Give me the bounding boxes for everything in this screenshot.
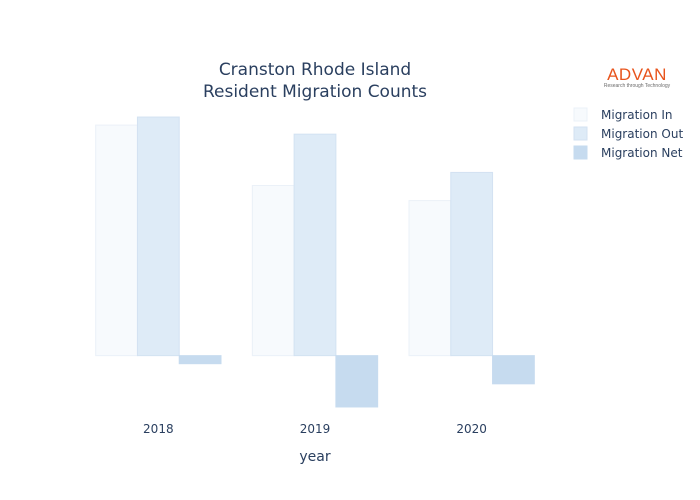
legend: Migration In Migration Out Migration Net <box>573 107 683 160</box>
bar-migration-net-2018 <box>178 355 222 365</box>
bar-migration-net-2019 <box>335 355 379 408</box>
logo-tagline: Research through Technology <box>603 83 671 89</box>
x-axis-title: year <box>299 449 330 465</box>
bar-migration-out-2020 <box>450 171 494 357</box>
bar-migration-in-2019 <box>251 185 295 357</box>
x-tick-label-2018: 2018 <box>143 422 174 436</box>
legend-label-migration-out[interactable]: Migration Out <box>601 127 683 141</box>
legend-label-migration-net[interactable]: Migration Net <box>601 146 683 160</box>
legend-swatch-migration-out[interactable] <box>573 126 588 141</box>
legend-swatch-migration-in[interactable] <box>573 107 588 122</box>
x-tick-labels: 2018 2019 2020 <box>143 422 487 436</box>
bar-migration-out-2019 <box>293 133 337 357</box>
legend-swatch-migration-net[interactable] <box>573 145 588 160</box>
legend-label-migration-in[interactable]: Migration In <box>601 108 673 122</box>
x-tick-label-2019: 2019 <box>300 422 331 436</box>
bar-migration-in-2018 <box>95 124 138 357</box>
chart-title-line-2: Resident Migration Counts <box>203 82 427 102</box>
chart-title-line-1: Cranston Rhode Island <box>219 60 411 80</box>
bar-migration-in-2020 <box>408 200 452 357</box>
bar-migration-net-2020 <box>492 355 535 385</box>
logo-wordmark: ADVAN <box>607 65 667 84</box>
x-tick-label-2020: 2020 <box>456 422 487 436</box>
advan-logo: ADVAN Research through Technology <box>602 66 672 90</box>
bars-group <box>95 116 535 408</box>
bar-migration-out-2018 <box>136 116 180 357</box>
